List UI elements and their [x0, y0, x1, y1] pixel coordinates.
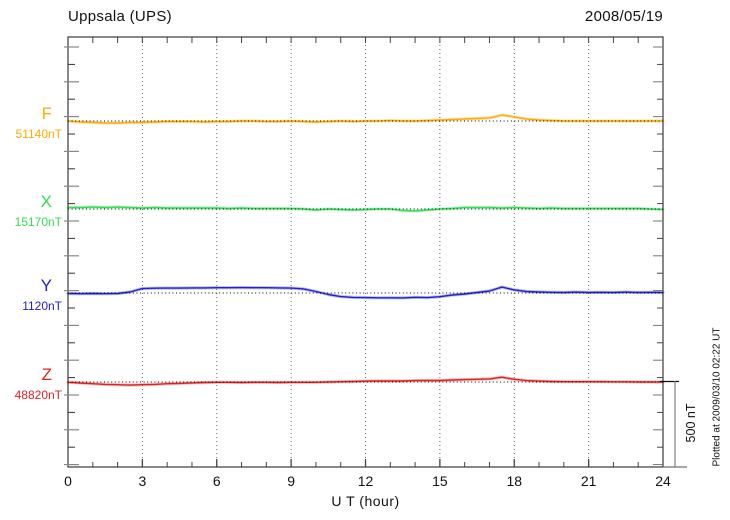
scale-bar-label: 500 nT: [684, 403, 698, 443]
x-tick-label: 3: [138, 473, 147, 489]
x-tick-label: 0: [64, 473, 72, 489]
channel-z-letter: Z: [41, 365, 52, 384]
x-tick-label: 15: [432, 473, 448, 489]
channel-x-baseline-value: 15170nT: [14, 215, 62, 229]
channel-x-label-block: X 15170nT: [0, 192, 63, 232]
channel-z-label-block: Z 48820nT: [0, 365, 63, 405]
channel-f-letter: F: [41, 104, 52, 123]
x-tick-label: 6: [212, 473, 221, 489]
plot-date: 2008/05/19: [584, 8, 663, 25]
channel-f-label-block: F 51140nT: [0, 104, 63, 144]
x-tick-label: 24: [655, 473, 671, 489]
x-tick-label: 21: [580, 473, 597, 489]
station-title: Uppsala (UPS): [68, 8, 172, 25]
channel-y-baseline-value: 1120nT: [22, 299, 62, 313]
plot-timestamp-note: Plotted at 2009/03/10 02:22 UT: [711, 327, 723, 467]
channel-f-baseline-value: 51140nT: [15, 127, 62, 141]
channel-y-letter: Y: [40, 276, 52, 295]
channel-y-label-block: Y 1120nT: [0, 276, 63, 316]
x-tick-label: 9: [287, 473, 296, 489]
channel-z-baseline-value: 48820nT: [14, 388, 62, 402]
x-tick-label: 12: [357, 473, 374, 489]
x-tick-label: 18: [506, 473, 523, 489]
x-axis-title: U T (hour): [331, 493, 400, 509]
channel-x-letter: X: [40, 192, 52, 211]
